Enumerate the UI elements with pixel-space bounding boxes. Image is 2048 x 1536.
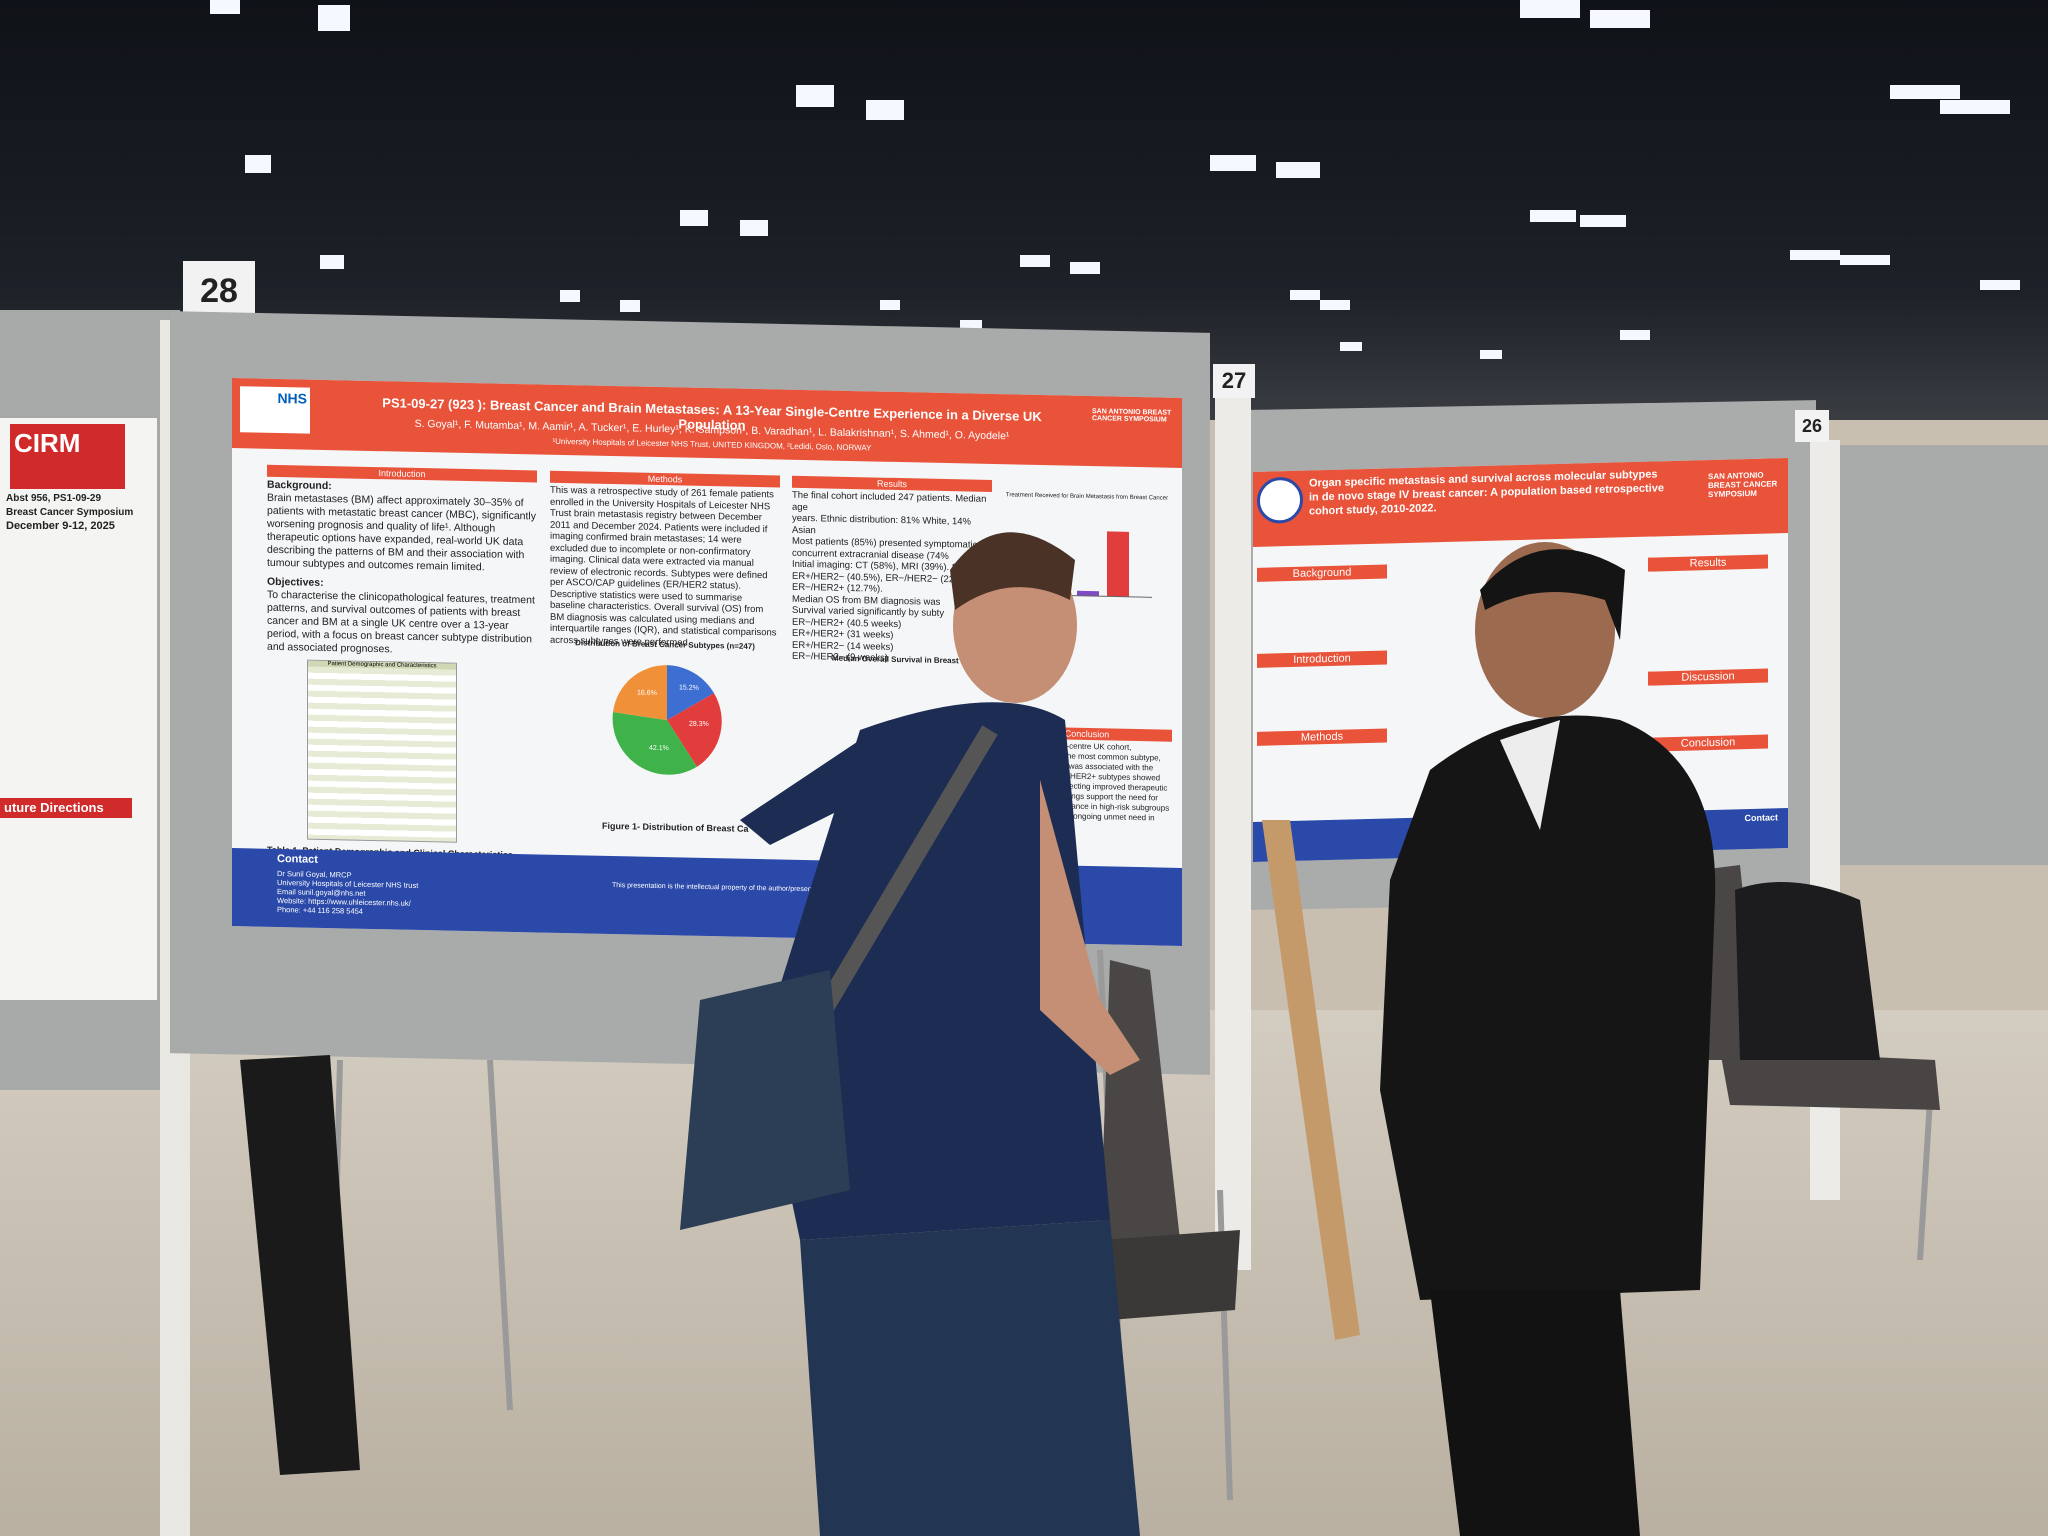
pie-slice: [613, 665, 667, 721]
booth-number: 28: [183, 261, 255, 321]
ceiling-lights: [210, 0, 2020, 359]
poster-header: CIRM: [10, 424, 125, 489]
jeans: [800, 1220, 1140, 1536]
shoulder-bag: [680, 970, 850, 1230]
tube: [1270, 1320, 1360, 1480]
shirt: [760, 702, 1110, 1240]
trousers: [1430, 1290, 1640, 1536]
jacket: [1380, 715, 1716, 1300]
poster: CIRM Abst 956, PS1-09-29 Breast Cancer S…: [0, 418, 157, 1000]
pie-label: 42.1%: [649, 745, 669, 752]
main-poster: NHS PS1-09-27 (923 ): Breast Cancer and …: [232, 378, 1182, 946]
poster-board: [1840, 445, 2048, 865]
hair: [1480, 549, 1625, 640]
chair-back: [1100, 960, 1180, 1240]
pie-slice: [667, 665, 714, 721]
dates: December 9-12, 2025: [6, 520, 115, 532]
pie-image: 15.2% 28.3% 42.1% 16.6%: [612, 665, 722, 775]
backpack: [1735, 882, 1880, 1060]
poster-tube: [1262, 820, 1360, 1340]
pie-label: 28.3%: [689, 721, 709, 728]
arm: [1040, 780, 1140, 1075]
meeting: Breast Cancer Symposium: [6, 507, 134, 518]
arm: [740, 740, 880, 845]
pie-label: 15.2%: [679, 684, 699, 691]
section-header: uture Directions: [0, 798, 132, 818]
abstract-id: Abst 956, PS1-09-29: [6, 493, 102, 504]
pie-label: 16.6%: [637, 690, 657, 697]
chair-seat: [1100, 1230, 1240, 1320]
logo: CIRM: [14, 428, 81, 458]
post: [1215, 390, 1251, 1270]
light-group: [210, 0, 2020, 359]
chair-seat: [1720, 1050, 1940, 1110]
pie-slice: [612, 712, 697, 775]
shirt-collar: [1500, 720, 1560, 830]
pie-slice: [667, 693, 722, 767]
hair: [950, 532, 1075, 610]
bar-shape: [1077, 590, 1099, 597]
bar-shape: [1107, 531, 1129, 597]
booth-number: 27: [1213, 364, 1255, 398]
booth-number: 26: [1795, 410, 1829, 442]
bag: [240, 1055, 360, 1475]
